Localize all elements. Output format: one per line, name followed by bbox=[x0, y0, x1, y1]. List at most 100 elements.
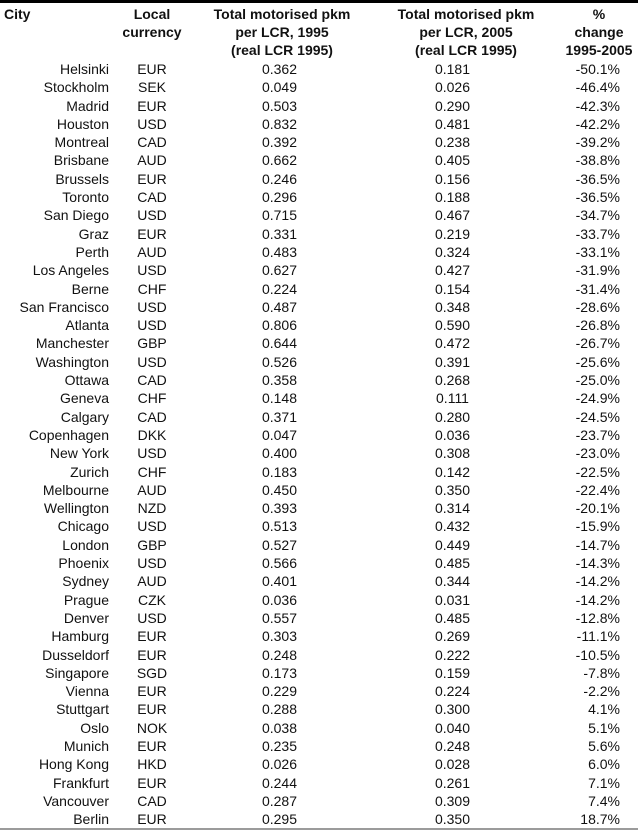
table-row: Munich EUR 0.235 0.248 5.6% bbox=[0, 737, 638, 755]
cell-pct-change: -25.0% bbox=[575, 372, 620, 389]
cell-local-currency: USD bbox=[137, 445, 167, 462]
cell-pct-change: -22.4% bbox=[575, 481, 620, 498]
cell-city: Phoenix bbox=[58, 555, 109, 572]
cell-pct-change: -14.2% bbox=[575, 591, 620, 608]
cell-city: Atlanta bbox=[65, 317, 109, 334]
cell-pkm-2005: 0.222 bbox=[434, 646, 471, 663]
cell-pct-change: -10.5% bbox=[575, 646, 620, 663]
cell-local-currency: AUD bbox=[137, 152, 167, 169]
table-row: Zurich CHF 0.183 0.142 -22.5% bbox=[0, 463, 638, 481]
cell-city: New York bbox=[49, 445, 109, 462]
cell-pkm-1995: 0.049 bbox=[261, 79, 298, 96]
header-line: change bbox=[574, 24, 624, 40]
cell-local-currency: EUR bbox=[137, 646, 167, 663]
cell-pkm-1995: 0.806 bbox=[261, 317, 298, 334]
cell-pct-change: -42.3% bbox=[575, 97, 620, 114]
cell-local-currency: USD bbox=[137, 317, 167, 334]
cell-local-currency: USD bbox=[137, 115, 167, 132]
cell-pkm-1995: 0.244 bbox=[261, 774, 298, 791]
table-row: Montreal CAD 0.392 0.238 -39.2% bbox=[0, 133, 638, 151]
cell-pct-change: -7.8% bbox=[583, 664, 620, 681]
cell-pct-change: -14.7% bbox=[575, 536, 620, 553]
cell-pct-change: -39.2% bbox=[575, 134, 620, 151]
table-row: Perth AUD 0.483 0.324 -33.1% bbox=[0, 243, 638, 261]
cell-city: Copenhagen bbox=[28, 426, 109, 443]
cell-pkm-2005: 0.224 bbox=[434, 683, 471, 700]
cell-pct-change: -11.1% bbox=[576, 628, 620, 645]
table-row: Hong Kong HKD 0.026 0.028 6.0% bbox=[0, 755, 638, 773]
cell-pkm-2005: 0.485 bbox=[434, 555, 471, 572]
cell-pkm-2005: 0.248 bbox=[434, 737, 471, 754]
cell-pkm-1995: 0.224 bbox=[261, 280, 298, 297]
cell-pct-change: -36.5% bbox=[575, 170, 620, 187]
cell-pkm-2005: 0.309 bbox=[434, 792, 471, 809]
cell-city: Washington bbox=[35, 353, 109, 370]
cell-pct-change: -20.1% bbox=[575, 500, 620, 517]
cell-city: Perth bbox=[75, 243, 109, 260]
cell-city: San Diego bbox=[43, 207, 109, 224]
cell-local-currency: EUR bbox=[137, 61, 167, 77]
cell-city: Prague bbox=[63, 591, 109, 608]
table-row: Sydney AUD 0.401 0.344 -14.2% bbox=[0, 572, 638, 590]
header-line: (real LCR 1995) bbox=[415, 42, 517, 58]
cell-pkm-1995: 0.526 bbox=[261, 353, 298, 370]
cell-city: Berlin bbox=[73, 811, 109, 828]
cell-pkm-1995: 0.513 bbox=[261, 518, 298, 535]
cell-pkm-2005: 0.026 bbox=[434, 79, 471, 96]
cell-local-currency: USD bbox=[137, 262, 167, 279]
header-line: 1995-2005 bbox=[565, 42, 633, 58]
header-line: currency bbox=[122, 24, 182, 40]
cell-pkm-2005: 0.181 bbox=[434, 61, 471, 77]
cell-local-currency: AUD bbox=[137, 481, 167, 498]
header-row: City Local currency Total motorised pkm per … bbox=[0, 2, 638, 61]
cell-local-currency: EUR bbox=[137, 97, 167, 114]
cell-pkm-2005: 0.261 bbox=[434, 774, 471, 791]
table-row: Oslo NOK 0.038 0.040 5.1% bbox=[0, 719, 638, 737]
header-line: City bbox=[4, 6, 31, 22]
cell-local-currency: EUR bbox=[137, 701, 167, 718]
cell-pkm-1995: 0.246 bbox=[261, 170, 298, 187]
cell-city: Wellington bbox=[43, 500, 109, 517]
cell-city: Toronto bbox=[62, 189, 109, 206]
cell-pkm-2005: 0.154 bbox=[434, 280, 471, 297]
cell-city: Stockholm bbox=[43, 79, 109, 96]
cell-pkm-2005: 0.348 bbox=[434, 298, 471, 315]
cell-pkm-2005: 0.219 bbox=[434, 225, 471, 242]
table-row: Melbourne AUD 0.450 0.350 -22.4% bbox=[0, 481, 638, 499]
cell-pkm-2005: 0.031 bbox=[434, 591, 471, 608]
table-row: Brisbane AUD 0.662 0.405 -38.8% bbox=[0, 151, 638, 169]
table-row: San Diego USD 0.715 0.467 -34.7% bbox=[0, 206, 638, 224]
cell-pct-change: -15.9% bbox=[575, 518, 620, 535]
cell-pkm-2005: 0.485 bbox=[434, 609, 471, 626]
table-row: Ottawa CAD 0.358 0.268 -25.0% bbox=[0, 371, 638, 389]
cell-pct-change: -14.3% bbox=[575, 555, 620, 572]
cell-city: Dusseldorf bbox=[42, 646, 109, 663]
cell-local-currency: GBP bbox=[137, 335, 167, 352]
cell-pkm-2005: 0.308 bbox=[434, 445, 471, 462]
cell-local-currency: CAD bbox=[137, 372, 167, 389]
cell-pkm-1995: 0.148 bbox=[261, 390, 298, 407]
cell-city: London bbox=[62, 536, 109, 553]
cell-pct-change: 6.0% bbox=[588, 756, 620, 773]
cell-pct-change: -12.8% bbox=[575, 609, 620, 626]
cell-pkm-1995: 0.392 bbox=[261, 134, 298, 151]
cell-pkm-2005: 0.269 bbox=[434, 628, 471, 645]
cell-pct-change: -50.1% bbox=[575, 61, 620, 77]
cell-pkm-2005: 0.238 bbox=[434, 134, 471, 151]
cell-pct-change: -23.7% bbox=[575, 426, 620, 443]
cell-pkm-2005: 0.028 bbox=[434, 756, 471, 773]
cell-city: Ottawa bbox=[64, 372, 109, 389]
cell-pkm-2005: 0.159 bbox=[434, 664, 471, 681]
cell-local-currency: SEK bbox=[137, 79, 166, 96]
cell-pct-change: -25.6% bbox=[575, 353, 620, 370]
cell-city: Berne bbox=[71, 280, 109, 297]
cell-local-currency: AUD bbox=[137, 243, 167, 260]
cell-pkm-2005: 0.142 bbox=[434, 463, 471, 480]
cell-local-currency: CAD bbox=[137, 189, 167, 206]
cell-local-currency: GBP bbox=[137, 536, 167, 553]
cell-pct-change: -28.6% bbox=[575, 298, 620, 315]
cell-pkm-2005: 0.324 bbox=[434, 243, 471, 260]
cell-pkm-2005: 0.040 bbox=[434, 719, 471, 736]
table-row: Frankfurt EUR 0.244 0.261 7.1% bbox=[0, 774, 638, 792]
